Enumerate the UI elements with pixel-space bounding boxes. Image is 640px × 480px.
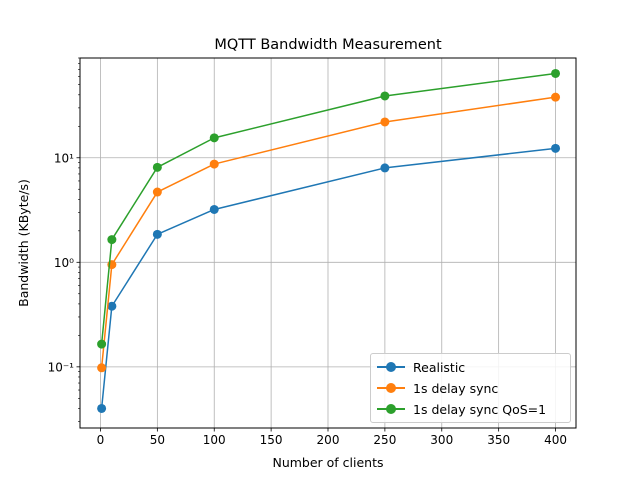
x-tick-label: 300	[430, 433, 453, 447]
x-tick-label: 100	[203, 433, 226, 447]
data-point	[380, 117, 390, 127]
data-point	[97, 363, 107, 373]
series-line-1	[100, 147, 556, 409]
legend-label: Realistic	[413, 359, 466, 375]
legend: Realistic 1s delay sync 1s delay sync Qo…	[370, 353, 571, 423]
legend-swatch-1s-delay-sync	[377, 382, 405, 394]
data-point	[551, 68, 561, 78]
data-point	[152, 187, 162, 197]
legend-item-1s-delay-sync: 1s delay sync	[377, 378, 498, 398]
chart-title: MQTT Bandwidth Measurement	[214, 37, 442, 53]
data-point	[380, 91, 390, 101]
y-tick-label: 10⁻¹	[48, 360, 75, 374]
legend-item-1s-delay-sync-qos1: 1s delay sync QoS=1	[377, 399, 546, 419]
data-point	[97, 403, 107, 413]
x-tick-label: 350	[487, 433, 510, 447]
data-point	[551, 143, 561, 153]
data-point	[380, 163, 390, 173]
data-point	[551, 92, 561, 102]
x-tick-label: 250	[373, 433, 396, 447]
data-point	[209, 133, 219, 143]
x-tick-label: 150	[260, 433, 283, 447]
data-point	[107, 235, 117, 245]
ticks: 0 50 100 150 200 250 300 350 400 10⁻¹ 10⁰ 10¹	[48, 57, 567, 447]
legend-swatch-1s-delay-sync-qos1	[377, 403, 405, 415]
series-lines	[97, 68, 561, 413]
data-point	[209, 204, 219, 214]
y-tick-label: 10⁰	[54, 256, 74, 270]
data-point	[152, 162, 162, 172]
series-line-2	[100, 96, 556, 368]
x-tick-label: 0	[97, 433, 105, 447]
y-axis-label: Bandwidth (KByte/s)	[16, 179, 31, 307]
data-point	[209, 159, 219, 169]
legend-swatch-realistic	[377, 361, 405, 373]
x-tick-label: 200	[317, 433, 340, 447]
data-point	[152, 229, 162, 239]
legend-label: 1s delay sync QoS=1	[413, 401, 547, 417]
data-point	[97, 339, 107, 349]
y-tick-label: 10¹	[54, 151, 74, 165]
x-tick-label: 50	[150, 433, 165, 447]
legend-label: 1s delay sync	[413, 380, 499, 396]
x-axis-label: Number of clients	[272, 455, 383, 470]
data-point	[107, 301, 117, 311]
series-line-3	[100, 72, 556, 345]
x-tick-label: 400	[544, 433, 567, 447]
legend-item-realistic: Realistic	[377, 357, 465, 377]
